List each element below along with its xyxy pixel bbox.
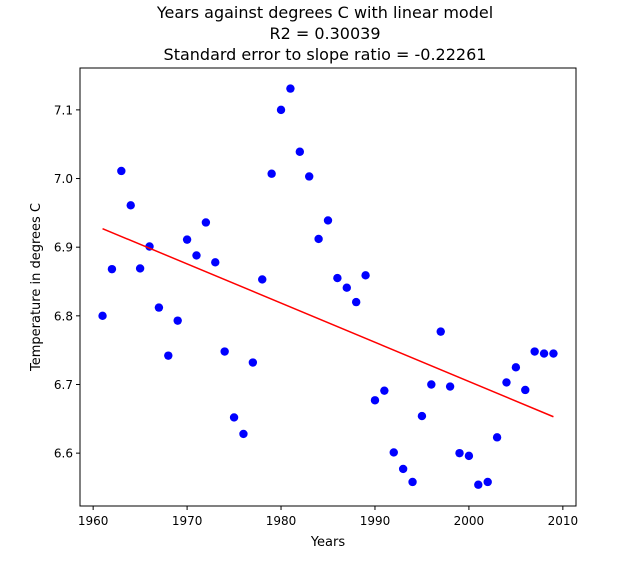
data-point xyxy=(135,264,145,273)
data-point xyxy=(408,477,417,487)
data-point xyxy=(492,433,502,442)
data-point xyxy=(370,396,380,405)
data-point xyxy=(474,480,483,489)
data-point xyxy=(323,216,333,225)
y-tick-label: 6.7 xyxy=(54,378,73,392)
data-marks xyxy=(98,84,558,489)
x-tick-label: 1970 xyxy=(172,514,203,528)
data-point xyxy=(258,275,267,284)
data-point xyxy=(239,429,248,439)
data-point xyxy=(455,448,464,458)
y-tick-label: 6.6 xyxy=(54,447,73,461)
data-point xyxy=(314,234,323,244)
chart-title-line-3: Standard error to slope ratio = -0.22261 xyxy=(164,45,487,64)
data-point xyxy=(182,235,192,244)
x-tick-label: 1980 xyxy=(266,514,297,528)
data-point xyxy=(220,347,229,356)
data-point xyxy=(333,273,342,283)
data-point xyxy=(286,84,295,93)
plot-frame xyxy=(79,67,577,507)
data-point xyxy=(117,166,126,176)
data-point xyxy=(201,218,211,227)
data-point xyxy=(211,258,220,267)
x-tick-label: 2010 xyxy=(548,514,579,528)
x-axis-label: Years xyxy=(310,535,346,550)
data-point xyxy=(398,464,408,474)
x-tick-label: 1960 xyxy=(78,514,109,528)
y-tick-label: 7.1 xyxy=(54,103,73,117)
data-point xyxy=(539,349,549,358)
chart-title-line-2: R2 = 0.30039 xyxy=(269,24,380,43)
data-point xyxy=(389,448,398,457)
data-point xyxy=(483,477,492,487)
data-point xyxy=(361,271,370,280)
data-point xyxy=(351,297,361,307)
y-tick-label: 6.9 xyxy=(54,241,73,255)
data-point xyxy=(530,347,539,356)
y-tick-label: 6.8 xyxy=(54,309,73,323)
data-point xyxy=(98,311,107,321)
y-axis-label: Temperature in degrees C xyxy=(29,203,44,372)
plot-area xyxy=(80,68,576,506)
data-point xyxy=(445,382,455,391)
data-point xyxy=(464,451,474,461)
data-point xyxy=(229,413,239,422)
data-point xyxy=(511,363,521,372)
data-point xyxy=(192,251,201,260)
data-point xyxy=(549,349,558,358)
x-tick-label: 1990 xyxy=(360,514,391,528)
data-point xyxy=(502,378,511,387)
data-point xyxy=(173,316,182,325)
data-point xyxy=(295,147,305,156)
data-point xyxy=(427,380,436,389)
axis-ticks: 1960 1970 1980 1990 2000 2010 6.6 6.7 6.8 6.9 7.0 7… xyxy=(54,103,578,528)
data-point xyxy=(154,303,164,312)
data-point xyxy=(305,172,314,181)
data-point xyxy=(521,385,530,395)
data-point xyxy=(436,327,445,336)
chart-title-line-1: Years against degrees C with linear mode… xyxy=(156,3,493,22)
data-point xyxy=(126,201,135,210)
data-point xyxy=(248,358,258,367)
y-tick-label: 7.0 xyxy=(54,172,73,186)
data-point xyxy=(164,351,173,360)
data-point xyxy=(380,386,389,395)
x-tick-label: 2000 xyxy=(454,514,485,528)
data-point xyxy=(342,283,351,292)
data-point xyxy=(417,411,427,421)
data-point xyxy=(107,264,117,274)
data-point xyxy=(267,169,276,178)
fit-line xyxy=(102,227,554,418)
data-point xyxy=(276,105,286,115)
